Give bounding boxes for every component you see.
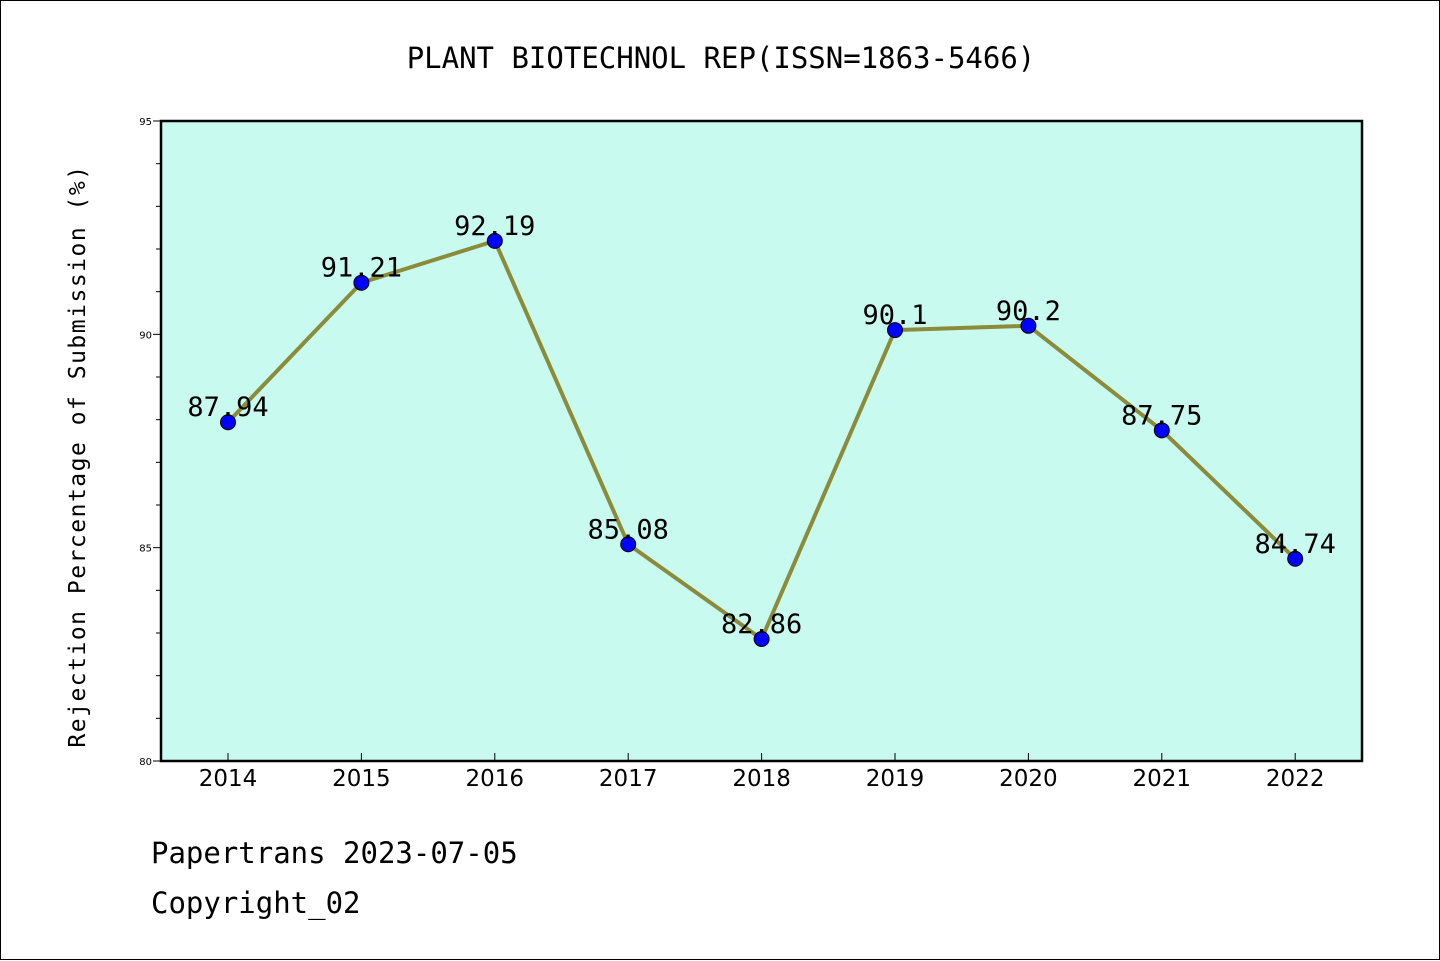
y-tick-label: 90 bbox=[139, 330, 152, 341]
data-point-marker bbox=[1287, 550, 1304, 567]
data-point-marker bbox=[753, 630, 770, 647]
data-point-marker bbox=[486, 232, 503, 249]
data-label: 85.08 bbox=[588, 514, 669, 545]
x-tick-label: 2015 bbox=[332, 766, 391, 792]
y-tick-label: 95 bbox=[139, 117, 152, 128]
y-tick-label: 85 bbox=[139, 544, 152, 555]
y-axis-ticks: 80 85 90 95 bbox=[139, 117, 161, 768]
x-tick-label: 2019 bbox=[866, 766, 925, 792]
data-point-marker bbox=[353, 274, 370, 291]
plot-area bbox=[159, 119, 1364, 763]
y-axis-label: Rejection Percentage of Submission (%) bbox=[65, 164, 91, 747]
data-label: 90.1 bbox=[862, 300, 927, 331]
x-tick-label: 2018 bbox=[732, 766, 791, 792]
data-label: 87.75 bbox=[1121, 400, 1202, 431]
x-tick-label: 2017 bbox=[599, 766, 658, 792]
footer-copyright: Copyright_02 bbox=[151, 886, 361, 920]
x-tick-label: 2016 bbox=[466, 766, 525, 792]
data-label: 91.21 bbox=[321, 253, 402, 284]
data-label: 84.74 bbox=[1255, 529, 1336, 560]
x-tick-label: 2014 bbox=[199, 766, 258, 792]
data-label: 87.94 bbox=[187, 392, 268, 423]
data-label: 90.2 bbox=[996, 296, 1061, 327]
x-tick-label: 2022 bbox=[1266, 766, 1325, 792]
data-point-marker bbox=[887, 322, 903, 339]
data-point-marker bbox=[1153, 422, 1170, 439]
x-tick-label: 2021 bbox=[1133, 766, 1192, 792]
data-label: 82.86 bbox=[721, 609, 802, 640]
series-layer bbox=[220, 232, 1304, 647]
data-point-marker bbox=[1020, 317, 1037, 334]
data-label: 92.19 bbox=[454, 211, 535, 242]
data-point-marker bbox=[220, 414, 236, 431]
data-point-marker bbox=[620, 536, 637, 553]
data-label-layer: 87.94 91.21 92.19 85.08 82.86 90.1 90.2 87.75 84… bbox=[187, 211, 1335, 640]
footer-source-date: Papertrans 2023-07-05 bbox=[151, 836, 518, 870]
y-tick-label: 80 bbox=[139, 757, 152, 768]
chart-title: PLANT BIOTECHNOL REP(ISSN=1863-5466) bbox=[407, 41, 1036, 75]
x-axis-ticks: 2014 2015 2016 2017 2018 2019 2020 2021 2022 bbox=[199, 753, 1325, 792]
x-tick-label: 2020 bbox=[999, 766, 1058, 792]
